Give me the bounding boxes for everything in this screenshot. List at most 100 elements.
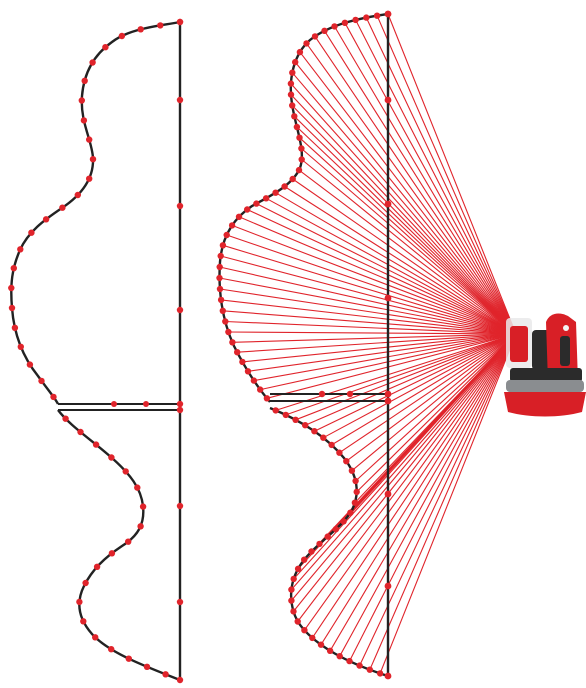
laser-rays xyxy=(219,13,517,674)
left-profile-outline xyxy=(10,20,181,682)
sample-point xyxy=(93,563,101,570)
laser-ray xyxy=(275,192,517,335)
divider-point xyxy=(318,390,326,398)
scan-point xyxy=(353,488,360,496)
laser-ray xyxy=(355,19,517,335)
scan-point xyxy=(351,499,359,506)
left-sample-points xyxy=(8,18,184,684)
laser-ray xyxy=(293,333,517,580)
scan-point xyxy=(272,189,279,196)
laser-ray xyxy=(329,333,517,652)
laser-ray xyxy=(256,203,517,335)
scan-point xyxy=(294,565,302,572)
scan-point xyxy=(301,627,308,634)
scan-point xyxy=(289,102,296,109)
sample-point xyxy=(92,441,100,448)
laser-ray xyxy=(387,13,517,335)
laser-ray xyxy=(222,310,517,335)
sample-point xyxy=(42,216,50,223)
scan-point xyxy=(219,307,226,314)
sample-point xyxy=(8,284,15,292)
scan-point xyxy=(348,467,356,474)
scan-point xyxy=(298,145,305,152)
divider-point xyxy=(111,401,117,407)
axis-point xyxy=(384,672,392,680)
laser-ray xyxy=(379,333,517,674)
laser-ray xyxy=(345,333,517,462)
sample-point xyxy=(157,22,164,29)
laser-ray xyxy=(246,209,517,335)
laser-ray xyxy=(299,51,517,335)
sample-point xyxy=(76,598,83,606)
axis-point xyxy=(384,294,392,302)
scan-point xyxy=(235,213,243,220)
scan-point xyxy=(225,328,232,336)
scan-point xyxy=(293,123,301,131)
scan-point xyxy=(262,195,270,202)
laser-ray xyxy=(339,333,517,657)
laser-ray xyxy=(292,178,517,335)
scan-point xyxy=(356,662,363,669)
axis-point xyxy=(176,96,184,104)
scan-point xyxy=(253,200,260,207)
sample-point xyxy=(108,550,116,557)
laser-ray xyxy=(231,224,517,335)
axis-point xyxy=(384,582,392,590)
laser-ray xyxy=(356,333,517,493)
scan-point xyxy=(294,618,301,625)
laser-ray xyxy=(284,186,517,335)
scan-point xyxy=(222,318,229,325)
axis-point xyxy=(176,502,184,510)
sample-point xyxy=(80,117,88,124)
scan-point xyxy=(296,134,303,141)
right-profile-panel xyxy=(216,10,392,680)
sample-point xyxy=(50,393,57,401)
laser-ray xyxy=(290,333,517,601)
left-profile-panel xyxy=(8,18,184,684)
axis-point xyxy=(176,400,184,408)
sample-point xyxy=(122,468,129,475)
laser-ray xyxy=(299,137,517,335)
laser-ray xyxy=(324,30,517,335)
scan-point xyxy=(331,23,338,30)
axis-point xyxy=(176,202,184,210)
laser-ray xyxy=(226,234,517,335)
laser-ray xyxy=(219,277,517,335)
scan-point xyxy=(340,518,347,525)
divider-point xyxy=(346,390,354,398)
sample-point xyxy=(77,428,84,436)
sample-point xyxy=(89,156,97,163)
laser-ray xyxy=(320,333,517,645)
sample-point xyxy=(92,634,99,641)
scan-point xyxy=(347,509,354,516)
laser-ray xyxy=(301,148,517,335)
scan-point xyxy=(352,477,359,485)
laser-ray xyxy=(290,333,517,590)
laser-ray xyxy=(369,333,517,670)
laser-ray xyxy=(301,159,517,335)
laser-ray xyxy=(266,333,517,399)
scan-point xyxy=(217,296,225,304)
laser-ray xyxy=(290,83,517,335)
scan-point xyxy=(234,349,241,356)
laser-ray xyxy=(296,126,517,335)
scan-point xyxy=(332,526,340,533)
sample-point xyxy=(80,618,87,625)
scan-point xyxy=(308,548,315,555)
laser-ray xyxy=(219,266,517,335)
scan-point xyxy=(263,395,271,402)
axis-point xyxy=(384,490,392,498)
sample-point xyxy=(102,44,109,51)
scan-point xyxy=(366,666,373,673)
axis-point xyxy=(384,390,392,398)
scan-point xyxy=(317,641,325,648)
scan-point xyxy=(303,40,310,47)
laser-ray xyxy=(290,94,517,335)
scan-point xyxy=(376,670,384,677)
laser-ray xyxy=(253,333,517,382)
sample-point xyxy=(137,523,144,530)
scan-point xyxy=(288,586,295,593)
right-profile-outline xyxy=(218,12,389,678)
sample-point xyxy=(139,503,147,510)
